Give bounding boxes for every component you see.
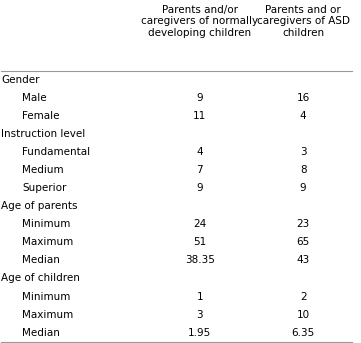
Text: 43: 43 <box>296 256 310 265</box>
Text: 11: 11 <box>193 111 206 121</box>
Text: Medium: Medium <box>22 165 64 175</box>
Text: Median: Median <box>22 328 60 338</box>
Text: Superior: Superior <box>22 184 67 193</box>
Text: Parents and/or
caregivers of normally
developing children: Parents and/or caregivers of normally de… <box>141 5 258 38</box>
Text: 3: 3 <box>196 310 203 320</box>
Text: Male: Male <box>22 93 47 103</box>
Text: 9: 9 <box>300 184 306 193</box>
Text: Fundamental: Fundamental <box>22 147 91 157</box>
Text: 8: 8 <box>300 165 306 175</box>
Text: 38.35: 38.35 <box>185 256 214 265</box>
Text: 24: 24 <box>193 220 206 229</box>
Text: 9: 9 <box>196 184 203 193</box>
Text: 65: 65 <box>296 237 310 247</box>
Text: 3: 3 <box>300 147 306 157</box>
Text: Median: Median <box>22 256 60 265</box>
Text: 4: 4 <box>300 111 306 121</box>
Text: 2: 2 <box>300 292 306 301</box>
Text: 51: 51 <box>193 237 206 247</box>
Text: 7: 7 <box>196 165 203 175</box>
Text: 16: 16 <box>296 93 310 103</box>
Text: Parents and or
caregivers of ASD
children: Parents and or caregivers of ASD childre… <box>257 5 350 38</box>
Text: 23: 23 <box>296 220 310 229</box>
Text: Gender: Gender <box>1 75 40 85</box>
Text: Minimum: Minimum <box>22 220 71 229</box>
Text: Age of children: Age of children <box>1 273 80 284</box>
Text: Maximum: Maximum <box>22 310 74 320</box>
Text: Female: Female <box>22 111 60 121</box>
Text: 1: 1 <box>196 292 203 301</box>
Text: Instruction level: Instruction level <box>1 129 86 139</box>
Text: 9: 9 <box>196 93 203 103</box>
Text: 4: 4 <box>196 147 203 157</box>
Text: 10: 10 <box>297 310 310 320</box>
Text: Maximum: Maximum <box>22 237 74 247</box>
Text: Age of parents: Age of parents <box>1 201 78 211</box>
Text: 1.95: 1.95 <box>188 328 211 338</box>
Text: 6.35: 6.35 <box>292 328 315 338</box>
Text: Minimum: Minimum <box>22 292 71 301</box>
